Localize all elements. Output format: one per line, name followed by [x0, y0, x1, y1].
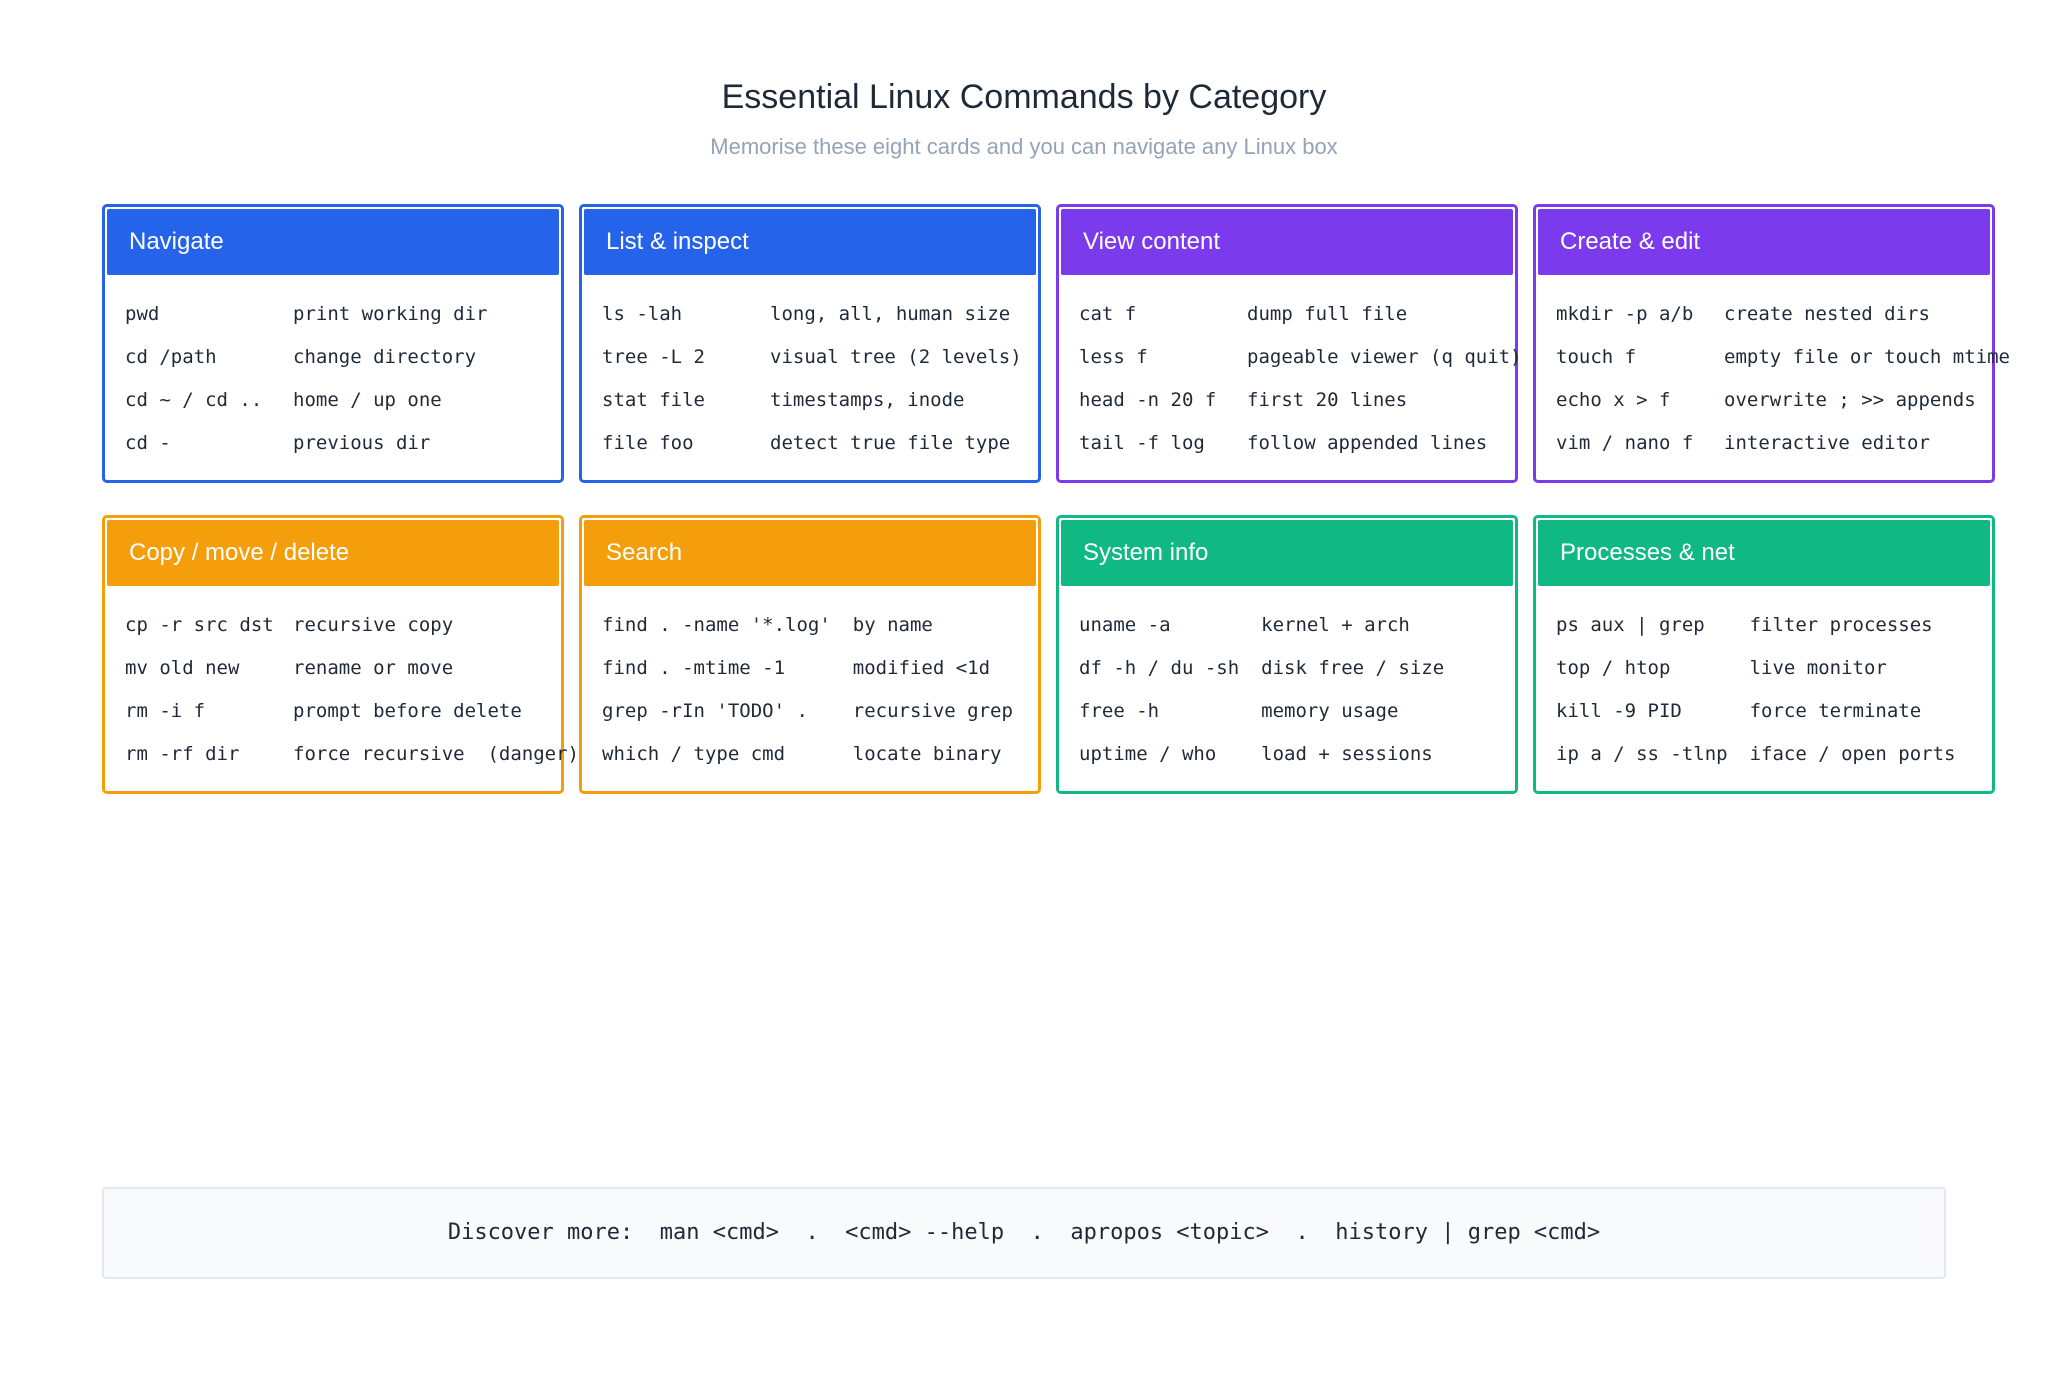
command-description: overwrite ; >> appends [1724, 389, 1976, 411]
command: free -h [1079, 700, 1160, 722]
card-header: Search [584, 520, 1036, 586]
command: ip a / ss -tlnp [1556, 743, 1728, 765]
command: cp -r src dst [125, 614, 274, 636]
command: kill -9 PID [1556, 700, 1682, 722]
command-description: force terminate [1749, 700, 1922, 722]
command: touch f [1556, 346, 1637, 368]
command-description: force recursive (danger) [293, 743, 579, 765]
command-description: rename or move [293, 657, 454, 679]
command-description: home / up one [293, 389, 442, 411]
command-description: load + sessions [1261, 743, 1433, 765]
command-description: pageable viewer (q quit) [1247, 346, 1522, 368]
command: uptime / who [1079, 743, 1217, 765]
command: less f [1079, 346, 1148, 368]
command-list: find . -name '*.log' by name find . -mtime… [582, 588, 1038, 776]
command: tail -f log [1079, 432, 1205, 454]
command: find . -name '*.log' [602, 614, 831, 636]
command-description: first 20 lines [1247, 389, 1408, 411]
command-description: recursive copy [293, 614, 454, 636]
command: ls -lah [602, 303, 683, 325]
command-list: uname -a kernel + arch df -h / du -sh disk … [1059, 588, 1515, 776]
command-description: filter processes [1749, 614, 1933, 636]
command-description: timestamps, inode [770, 389, 965, 411]
command-description: change directory [293, 346, 477, 368]
command-description: memory usage [1261, 700, 1399, 722]
command-description: interactive editor [1724, 432, 1930, 454]
command: rm -i f [125, 700, 206, 722]
command-description: create nested dirs [1724, 303, 1930, 325]
command: cd ~ / cd .. [125, 389, 263, 411]
footer-hint: Discover more: man <cmd> . <cmd> --help … [102, 1187, 1946, 1279]
command-description: print working dir [293, 303, 488, 325]
command-description: locate binary [852, 743, 1002, 765]
command-description: previous dir [293, 432, 431, 454]
command: uname -a [1079, 614, 1171, 636]
command-description: iface / open ports [1749, 743, 1956, 765]
command: cat f [1079, 303, 1137, 325]
card-header: View content [1061, 209, 1513, 275]
command-card: Processes & net ps aux | grep filter proce… [1533, 515, 1995, 794]
command: pwd [125, 303, 160, 325]
command-description: follow appended lines [1247, 432, 1488, 454]
card-header: Processes & net [1538, 520, 1990, 586]
card-header: System info [1061, 520, 1513, 586]
command-description: kernel + arch [1261, 614, 1410, 636]
command-description: by name [852, 614, 933, 636]
command: which / type cmd [602, 743, 786, 765]
command-card: View content cat f dump full file less f pag… [1056, 204, 1522, 483]
card-header: List & inspect [584, 209, 1036, 275]
command-list: ps aux | grep filter processes top / htop l… [1536, 588, 1992, 776]
command: cd /path [125, 346, 217, 368]
command: stat file [602, 389, 705, 411]
card-header: Create & edit [1538, 209, 1990, 275]
command-card: Navigate pwd print working dir cd /path chan… [102, 204, 564, 483]
command-description: visual tree (2 levels) [770, 346, 1022, 368]
command-list: mkdir -p a/b create nested dirs touch f emp… [1536, 277, 2010, 465]
command-description: empty file or touch mtime [1724, 346, 2010, 368]
command: file foo [602, 432, 694, 454]
command-description: recursive grep [852, 700, 1013, 722]
command: mv old new [125, 657, 240, 679]
page-title: Essential Linux Commands by Category [721, 78, 1327, 116]
command-card: Search find . -name '*.log' by name find . … [579, 515, 1041, 794]
card-header: Navigate [107, 209, 559, 275]
command-card: Copy / move / delete cp -r src dst recursi… [102, 515, 579, 794]
command-description: prompt before delete [293, 700, 522, 722]
command: head -n 20 f [1079, 389, 1217, 411]
command-card: List & inspect ls -lah long, all, human si… [579, 204, 1041, 483]
command-description: modified <1d [852, 657, 991, 679]
command-list: cat f dump full file less f pageable viewer… [1059, 277, 1522, 465]
command-list: ls -lah long, all, human size tree -L 2 vis… [582, 277, 1038, 465]
command-card: System info uname -a kernel + arch df -h / … [1056, 515, 1518, 794]
command-description: long, all, human size [770, 303, 1011, 325]
command: rm -rf dir [125, 743, 240, 765]
command: df -h / du -sh [1079, 657, 1240, 679]
command: top / htop [1556, 657, 1671, 679]
command: vim / nano f [1556, 432, 1694, 454]
command: tree -L 2 [602, 346, 705, 368]
command-list: pwd print working dir cd /path change direc… [105, 277, 561, 465]
card-header: Copy / move / delete [107, 520, 559, 586]
command-description: disk free / size [1261, 657, 1445, 679]
command: find . -mtime -1 [602, 657, 786, 679]
command-description: detect true file type [770, 432, 1011, 454]
command: echo x > f [1556, 389, 1671, 411]
command: grep -rIn 'TODO' . [602, 700, 808, 722]
command-card: Create & edit mkdir -p a/b create nested d… [1533, 204, 2010, 483]
command: cd - [125, 432, 171, 454]
command-description: live monitor [1749, 657, 1887, 679]
command: mkdir -p a/b [1556, 303, 1694, 325]
command-description: dump full file [1247, 303, 1408, 325]
command: ps aux | grep [1556, 614, 1705, 636]
command-list: cp -r src dst recursive copy mv old new ren… [105, 588, 579, 776]
page-subtitle: Memorise these eight cards and you can n… [710, 134, 1338, 159]
